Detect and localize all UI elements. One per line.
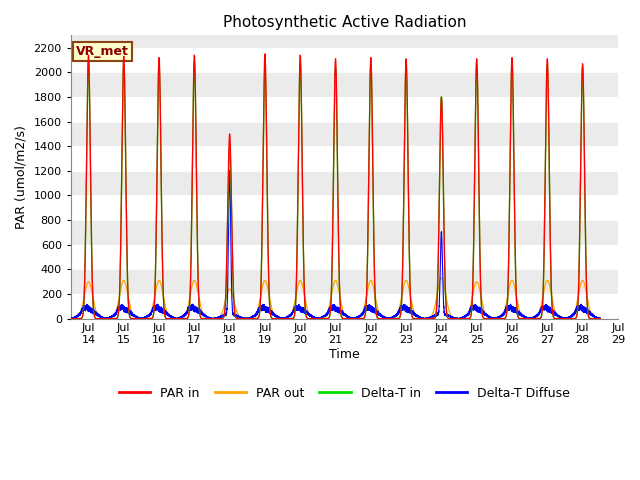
Title: Photosynthetic Active Radiation: Photosynthetic Active Radiation — [223, 15, 466, 30]
Bar — [71, 48, 618, 72]
Bar — [71, 195, 618, 220]
Bar — [71, 97, 618, 121]
Bar — [71, 245, 618, 269]
X-axis label: Time: Time — [329, 348, 360, 361]
Bar — [71, 294, 618, 319]
Bar — [71, 146, 618, 171]
Text: VR_met: VR_met — [76, 45, 129, 58]
Legend: PAR in, PAR out, Delta-T in, Delta-T Diffuse: PAR in, PAR out, Delta-T in, Delta-T Dif… — [114, 382, 575, 405]
Y-axis label: PAR (umol/m2/s): PAR (umol/m2/s) — [15, 125, 28, 229]
